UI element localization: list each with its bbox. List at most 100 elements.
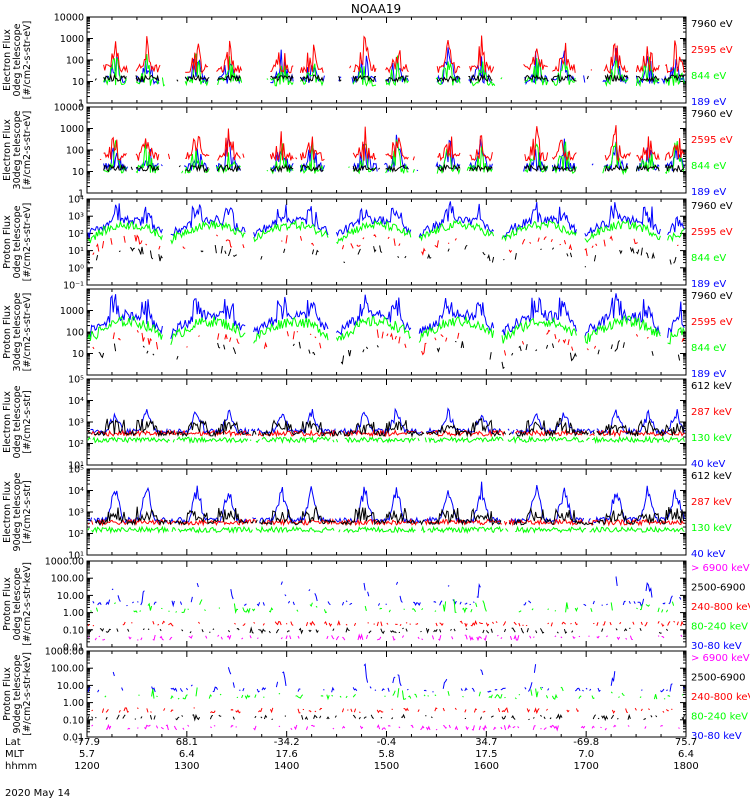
x-tick-label-hhmm: 1500	[374, 761, 399, 772]
series-trace-7960-ev	[103, 163, 685, 174]
legend-entry: 130 keV	[691, 433, 732, 444]
legend-entry: 130 keV	[691, 523, 732, 534]
legend-entry: 844 eV	[691, 343, 726, 354]
y-tick-label: 10⁰	[68, 263, 84, 274]
y-tick-label: 10²	[68, 439, 84, 450]
series-trace-7960-ev	[99, 340, 685, 368]
x-tick-label-mlt: 17.5	[475, 749, 497, 760]
y-tick-label: 1	[78, 99, 84, 110]
legend-entry: 287 keV	[691, 497, 732, 508]
y-tick-label: 10000	[54, 13, 84, 24]
series-trace-189-ev	[103, 47, 685, 86]
y-tick-label: 10¹	[68, 246, 84, 257]
series-trace-30-80-kev	[92, 576, 682, 608]
y-axis-label-line: 0deg telescope	[12, 23, 23, 96]
legend-entry: > 6900 keV	[691, 653, 750, 664]
y-axis-label-line: TED	[0, 140, 3, 160]
x-tick-label-mlt: 5.8	[379, 749, 395, 760]
legend-entry: 2595 eV	[691, 45, 733, 56]
x-tick-label-lat: 34.7	[475, 737, 497, 748]
series-trace-844-ev	[87, 314, 685, 345]
series-trace-612-kev	[90, 505, 685, 527]
x-tick-label-hhmm: 1700	[573, 761, 598, 772]
legend-entry: 30-80 keV	[691, 731, 742, 742]
y-axis-label-line: [#/cm2-s-str-keV]	[22, 562, 33, 646]
x-tick-label-mlt: 5.7	[79, 749, 95, 760]
legend-entry: 844 eV	[691, 161, 726, 172]
y-axis-label-line: 0deg telescope	[12, 567, 23, 640]
y-tick-label: 10	[72, 77, 84, 88]
y-tick-label: 10¹	[68, 551, 84, 562]
panel-frame	[86, 106, 687, 194]
y-tick-label: 10³	[68, 418, 84, 429]
series-trace-844-ev	[87, 219, 685, 245]
y-tick-label: 1000	[60, 34, 84, 45]
x-tick-label-hhmm: 1600	[474, 761, 499, 772]
legend-entry: 612 keV	[691, 471, 732, 482]
legend-entry: 2595 eV	[691, 135, 733, 146]
y-axis-label-line: Electron Flux	[2, 481, 13, 543]
series-trace-7960-ev	[94, 73, 685, 84]
y-axis-label-line: 90deg telescope	[12, 472, 23, 551]
y-axis-label-line: [#/cm2-s-str-eV]	[22, 203, 33, 282]
panel-5: 10¹ 10² 10³ 10⁴ 10⁵ MEPEDElectron Flux0deg te…	[0, 375, 732, 472]
series-trace--6900-kev	[92, 725, 684, 730]
legend-entry: 80-240 keV	[691, 712, 748, 723]
y-axis-label-line: MEPED	[0, 677, 3, 710]
y-axis-label-line: Electron Flux	[2, 391, 13, 453]
y-tick-label: 0.10	[63, 625, 84, 636]
y-tick-label: 100	[66, 328, 84, 339]
panel-frame	[86, 468, 687, 556]
x-tick-label-lat: -69.8	[573, 737, 599, 748]
y-axis-label: TEDProton Flux30deg telescope[#/cm2-s-st…	[0, 292, 33, 371]
y-tick-label: 1000	[60, 124, 84, 135]
legend-entry: 189 eV	[691, 279, 726, 290]
legend-entry: 844 eV	[691, 71, 726, 82]
y-axis-label-line: TED	[0, 50, 3, 70]
y-tick-label: 10¹	[68, 461, 84, 472]
y-tick-label: 10³	[68, 508, 84, 519]
x-tick-label-mlt: 17.6	[276, 749, 298, 760]
y-tick-label: 0.01	[63, 643, 84, 654]
panel-frame	[86, 198, 687, 286]
x-row-label-mlt: MLT	[5, 749, 25, 760]
y-tick-label: 1000.00	[45, 647, 84, 658]
figure-title: NOAA19	[351, 2, 401, 16]
y-axis-label-line: [#/cm2-s-str-eV]	[22, 21, 33, 100]
date-label: 2020 May 14	[5, 788, 70, 799]
y-tick-label: 1000	[60, 306, 84, 317]
y-tick-label: 100.00	[51, 664, 84, 675]
y-axis-label: MEPEDElectron Flux0deg telescope[#/cm2-s…	[0, 385, 33, 458]
y-tick-label: 10²	[68, 229, 84, 240]
panel-6: 10¹ 10² 10³ 10⁴ 10⁵ MEPEDElectron Flux90deg t…	[0, 465, 732, 562]
x-tick-label-hhmm: 1800	[673, 761, 698, 772]
series-trace-2595-ev	[99, 125, 685, 163]
x-tick-label-hhmm: 1400	[274, 761, 299, 772]
y-tick-label: 10⁴	[68, 396, 84, 407]
y-tick-label: 0.10	[63, 715, 84, 726]
y-axis-label-line: [#/cm2-s-str]	[22, 480, 33, 543]
x-tick-label-hhmm: 1300	[174, 761, 199, 772]
panel-frame	[86, 650, 687, 738]
y-axis-label-line: [#/cm2-s-str]	[22, 390, 33, 453]
series-trace-2595-ev	[92, 329, 685, 356]
series-trace-240-800-kev	[92, 708, 685, 713]
x-tick-label-lat: -77.9	[74, 737, 100, 748]
x-tick-label-mlt: 6.4	[678, 749, 694, 760]
y-axis-label-line: Electron Flux	[2, 119, 13, 181]
y-axis-label-line: [#/cm2-s-str-eV]	[22, 111, 33, 190]
y-axis-label-line: [#/cm2-s-str-keV]	[22, 652, 33, 736]
series-trace-30-80-kev	[87, 663, 685, 693]
legend-entry: 612 keV	[691, 381, 732, 392]
series-trace-2500-6900	[87, 713, 685, 722]
y-tick-label: 10⁴	[68, 486, 84, 497]
y-tick-label: 100	[66, 56, 84, 67]
y-tick-label: 0.01	[63, 733, 84, 744]
y-axis-label: TEDElectron Flux30deg telescope[#/cm2-s-…	[0, 110, 33, 189]
y-tick-label: 10³	[68, 212, 84, 223]
x-tick-label-hhmm: 1200	[74, 761, 99, 772]
legend-entry: 7960 eV	[691, 19, 733, 30]
x-tick-label-lat: -0.4	[377, 737, 397, 748]
series-trace-612-kev	[87, 417, 685, 438]
panel-frame	[86, 378, 687, 466]
